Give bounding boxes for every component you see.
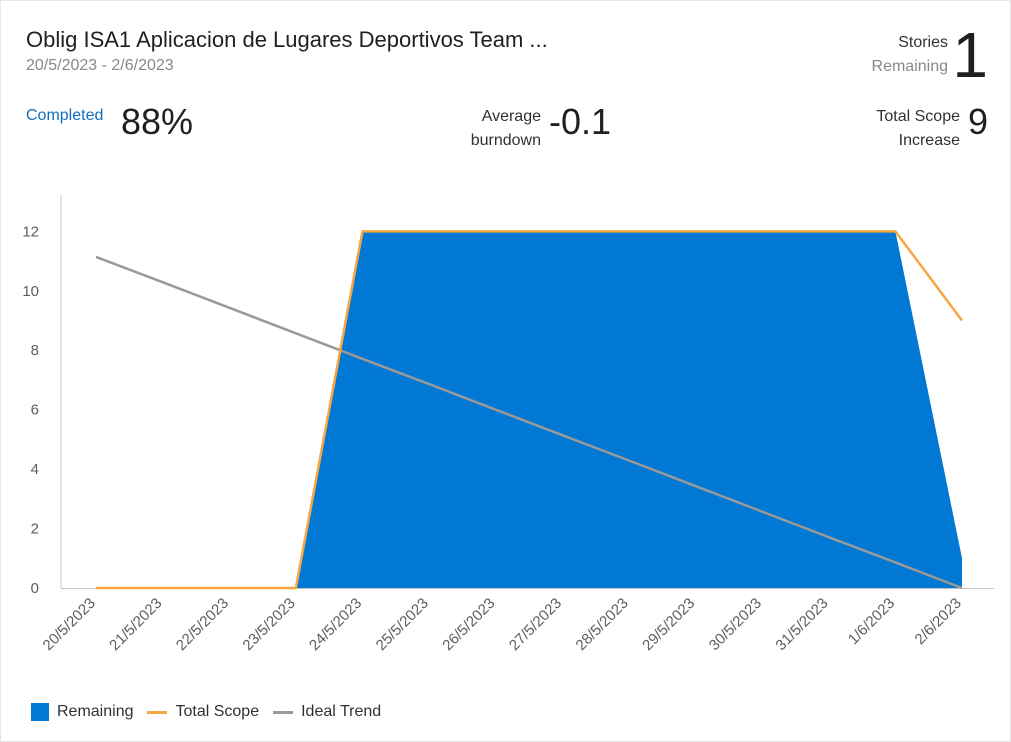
legend-label-total-scope: Total Scope — [175, 703, 260, 720]
x-tick-label: 27/5/2023 — [506, 595, 565, 654]
stories-label-line2: Remaining — [871, 58, 948, 75]
x-tick-label: 29/5/2023 — [639, 595, 698, 654]
total-scope-increase-value: 9 — [967, 101, 988, 142]
y-tick-label: 6 — [31, 402, 39, 419]
stories-label-line1: Stories — [898, 34, 948, 51]
completed-label: Completed — [26, 107, 104, 124]
y-tick-label: 4 — [31, 461, 39, 478]
legend-item-remaining[interactable]: Remaining — [31, 703, 133, 721]
y-tick-label: 2 — [31, 521, 39, 538]
legend-item-ideal-trend[interactable]: Ideal Trend — [273, 703, 381, 721]
legend-item-total-scope[interactable]: Total Scope — [147, 703, 259, 721]
stories-remaining-label: Stories Remaining — [872, 31, 948, 79]
x-tick-label: 28/5/2023 — [573, 595, 632, 654]
total-scope-increase-label: Total Scope Increase — [876, 105, 960, 153]
avg-label-line2: burndown — [470, 132, 541, 149]
legend-swatch-remaining — [31, 703, 49, 721]
widget-title[interactable]: Oblig ISA1 Aplicacion de Lugares Deporti… — [26, 27, 548, 52]
legend-swatch-total-scope — [147, 710, 168, 714]
y-tick-label: 0 — [31, 580, 39, 597]
x-tick-label: 2/6/2023 — [912, 595, 965, 648]
average-burndown-label: Average burndown — [441, 105, 541, 153]
x-tick-label: 22/5/2023 — [173, 595, 232, 654]
completed-value: 88% — [121, 101, 194, 142]
legend-label-ideal-trend: Ideal Trend — [301, 703, 382, 720]
x-tick-label: 1/6/2023 — [845, 595, 898, 648]
y-tick-label: 8 — [31, 342, 39, 359]
scope-label-line2: Increase — [898, 132, 960, 149]
x-tick-label: 23/5/2023 — [239, 595, 298, 654]
series-remaining-area — [96, 231, 962, 589]
series-total-scope-line — [96, 230, 964, 590]
avg-label-line1: Average — [481, 108, 541, 125]
y-tick-label: 10 — [22, 283, 39, 300]
x-tick-label: 30/5/2023 — [706, 595, 765, 654]
stories-remaining-value: 1 — [952, 19, 988, 91]
series-ideal-trend-line — [95, 255, 963, 590]
x-tick-label: 25/5/2023 — [373, 595, 432, 654]
average-burndown-value: -0.1 — [549, 101, 612, 142]
x-tick-label: 31/5/2023 — [772, 595, 831, 654]
burndown-chart: 0 2 4 6 8 10 12 20/5/2023 21/5/2023 22/5/2023 23/5… — [22, 195, 994, 654]
legend-label-remaining: Remaining — [57, 703, 134, 720]
x-tick-label: 26/5/2023 — [439, 595, 498, 654]
x-tick-label: 21/5/2023 — [106, 595, 165, 654]
date-range: 20/5/2023 - 2/6/2023 — [26, 57, 174, 74]
y-tick-label: 12 — [22, 223, 39, 240]
legend-swatch-ideal-trend — [273, 710, 294, 714]
x-tick-label: 24/5/2023 — [306, 595, 365, 654]
scope-label-line1: Total Scope — [876, 108, 960, 125]
x-tick-label: 20/5/2023 — [40, 595, 99, 654]
chart-legend: Remaining Total Scope Ideal Trend — [31, 703, 395, 721]
